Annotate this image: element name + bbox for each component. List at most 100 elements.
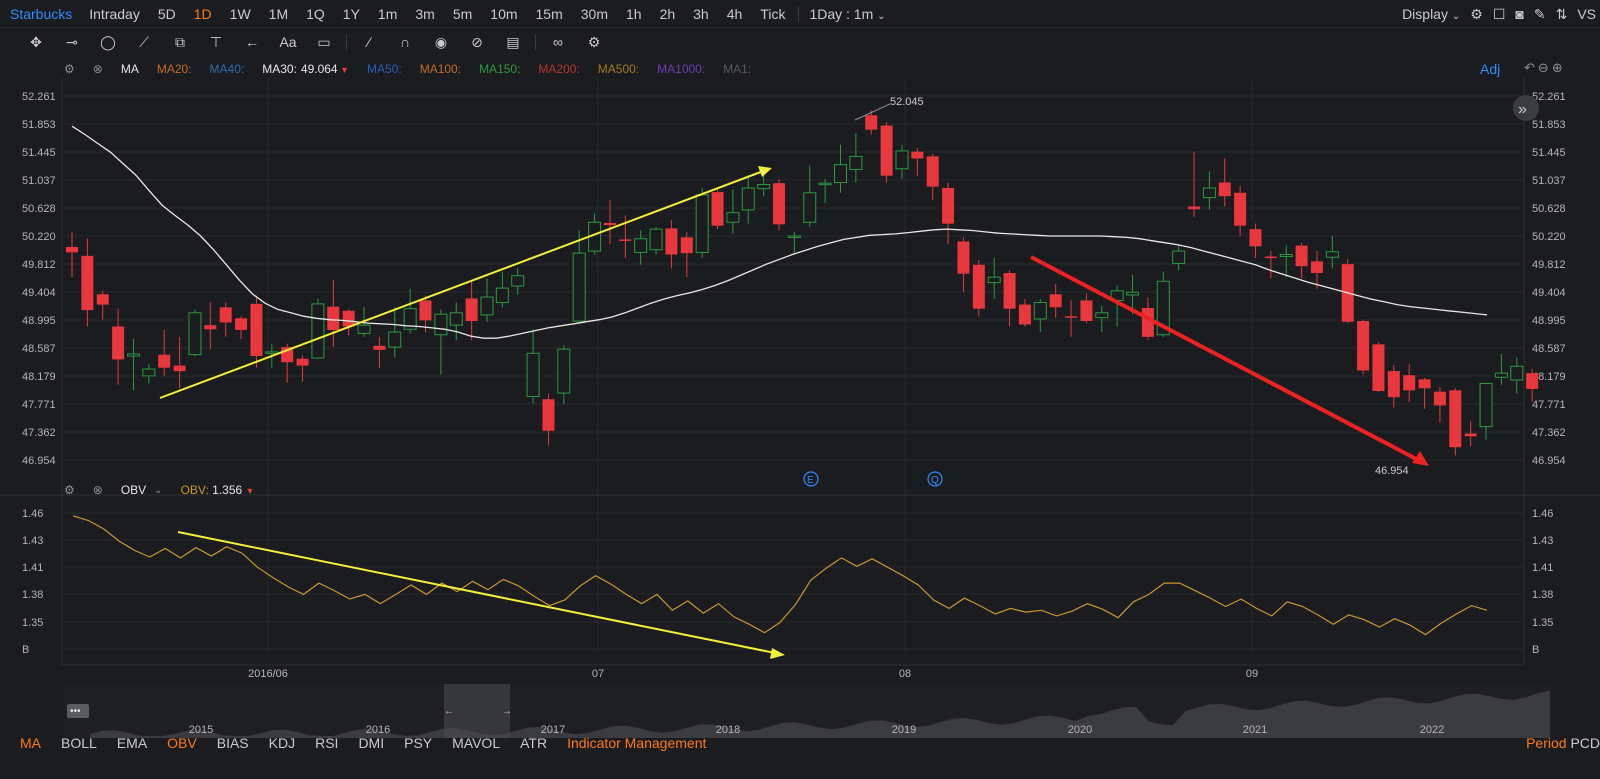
interval-selector[interactable]: 1Day : 1m ⌄ [803, 6, 891, 22]
undo-icon[interactable]: ↶ [1524, 60, 1538, 75]
timeframe-2h[interactable]: 2h [659, 5, 676, 22]
candle-body [204, 325, 217, 330]
timeframe-intraday[interactable]: Intraday [89, 5, 140, 22]
candle-body [1479, 382, 1493, 428]
move-icon[interactable]: ✥ [30, 33, 42, 50]
text-tool-icon[interactable]: ⊤ [209, 33, 223, 50]
trend-line-up[interactable] [159, 169, 767, 399]
draw-pen-icon[interactable]: ✎ [1533, 5, 1546, 22]
candle [1279, 245, 1293, 278]
indicator-boll[interactable]: BOLL [61, 735, 97, 751]
wave-tool-icon[interactable]: ⟋ [139, 33, 149, 50]
indicator-kdj[interactable]: KDJ [268, 735, 296, 751]
font-tool-icon[interactable]: Aa [279, 34, 297, 50]
ma-item[interactable]: MA100: [420, 62, 461, 76]
indicator-mavol[interactable]: MAVOL [452, 735, 501, 751]
candle [357, 307, 371, 337]
sort-icon[interactable]: ⇅ [1555, 5, 1568, 22]
timeframe-tick[interactable]: Tick [760, 5, 786, 22]
timeframe-30m[interactable]: 30m [580, 5, 608, 22]
indicator-ma[interactable]: MA [20, 735, 41, 751]
gear-icon[interactable]: ⚙ [64, 483, 75, 497]
candle-body [757, 184, 771, 190]
candle [926, 153, 939, 200]
trend-line-down[interactable] [1030, 255, 1423, 464]
close-icon[interactable]: ⊗ [92, 62, 103, 76]
gear-icon[interactable]: ⚙ [64, 62, 75, 76]
timeframe-3m[interactable]: 3m [415, 5, 435, 22]
vs-button[interactable]: VS [1577, 6, 1596, 22]
ma-item[interactable]: MA1: [723, 62, 751, 76]
expand-button[interactable] [1513, 95, 1539, 121]
candle-body [1279, 254, 1293, 258]
timeframe-1q[interactable]: 1Q [306, 5, 325, 22]
ma-item[interactable]: MA150: [479, 62, 520, 76]
settings-icon[interactable]: ⚙ [587, 33, 601, 50]
timeframe-5m[interactable]: 5m [452, 5, 473, 22]
timeframe-3h[interactable]: 3h [693, 5, 709, 22]
candle-body [158, 354, 171, 368]
ma-item[interactable]: MA40: [210, 62, 245, 76]
gear-icon[interactable]: ⚙ [1470, 5, 1483, 22]
event-marker-e[interactable] [803, 471, 819, 487]
adj-toggle[interactable]: Adj [1480, 61, 1501, 77]
ma-item[interactable]: MA50: [367, 62, 402, 76]
close-icon[interactable]: ⊗ [92, 483, 103, 497]
timeframe-1w[interactable]: 1W [229, 5, 251, 22]
fib-tool-icon[interactable]: ⧉ [175, 33, 185, 50]
candle-body [572, 252, 586, 322]
line-tool-icon[interactable]: ⊸ [66, 33, 78, 50]
hide-icon[interactable]: ⊘ [471, 33, 483, 50]
timeframe-1m[interactable]: 1m [377, 5, 398, 22]
navigator-right-handle[interactable]: → [502, 706, 512, 717]
note-tool-icon[interactable]: ▭ [317, 33, 331, 50]
minus-icon[interactable]: ⊖ [1537, 60, 1552, 75]
symbol-name[interactable]: Starbucks [10, 5, 73, 22]
event-marker-q[interactable] [927, 471, 943, 487]
candle [1341, 259, 1354, 324]
timeframe-15m[interactable]: 15m [535, 5, 563, 22]
reset-icon[interactable]: ⊕ [1551, 60, 1566, 75]
camera-icon[interactable]: ◙ [1515, 6, 1524, 22]
timeframe-1y[interactable]: 1Y [342, 5, 360, 22]
timeframe-10m[interactable]: 10m [490, 5, 518, 22]
trash-icon[interactable]: ▤ [506, 33, 520, 50]
obv-trend-line[interactable] [177, 531, 781, 655]
candle-body [649, 228, 663, 251]
indicator-dmi[interactable]: DMI [358, 735, 385, 751]
ma-item[interactable]: MA1000: [657, 62, 705, 76]
indicator-atr[interactable]: ATR [520, 735, 548, 751]
indicator-management-button[interactable]: Indicator Management [567, 735, 707, 751]
indicator-obv[interactable]: OBV [167, 735, 197, 751]
timeframe-5d[interactable]: 5D [157, 5, 176, 22]
timeframe-1m[interactable]: 1M [268, 5, 289, 22]
link-icon[interactable]: ∞ [553, 34, 563, 50]
more-button[interactable] [67, 704, 89, 718]
magnet-icon[interactable]: ∩ [399, 34, 411, 50]
indicator-rsi[interactable]: RSI [315, 735, 339, 751]
pencil-icon[interactable]: ∕ [367, 34, 371, 50]
display-button[interactable]: Display ⌄ [1402, 6, 1460, 22]
indicator-ema[interactable]: EMA [116, 735, 148, 751]
indicator-name[interactable]: OBV [120, 483, 147, 497]
indicator-name[interactable]: MA [120, 62, 139, 76]
ma-item[interactable]: MA20: [157, 62, 192, 76]
indicator-bias[interactable]: BIAS [216, 735, 249, 751]
chevron-down-icon[interactable]: ⌄ [154, 484, 163, 496]
ma-item[interactable]: MA30: 49.064 ▼ [262, 62, 349, 76]
ma-item[interactable]: MA200: [538, 62, 579, 76]
arrow-tool-icon[interactable]: ← [245, 34, 259, 50]
shape-tool-icon[interactable]: ◯ [100, 33, 116, 50]
ma-item-label: MA200: [538, 62, 580, 76]
eye-icon[interactable]: ◉ [434, 33, 448, 50]
ma-item[interactable]: MA500: [598, 62, 639, 76]
timeframe-1d[interactable]: 1D [193, 5, 212, 22]
layout-icon[interactable]: ☐ [1492, 5, 1506, 22]
timeframe-1h[interactable]: 1h [625, 5, 642, 22]
timeframe-4h[interactable]: 4h [726, 5, 743, 22]
navigator-left-handle[interactable]: ← [444, 706, 454, 717]
period-button[interactable]: Period [1526, 735, 1567, 751]
indicator-psy[interactable]: PSY [404, 735, 433, 751]
pcd-button[interactable]: PCD [1570, 735, 1600, 751]
